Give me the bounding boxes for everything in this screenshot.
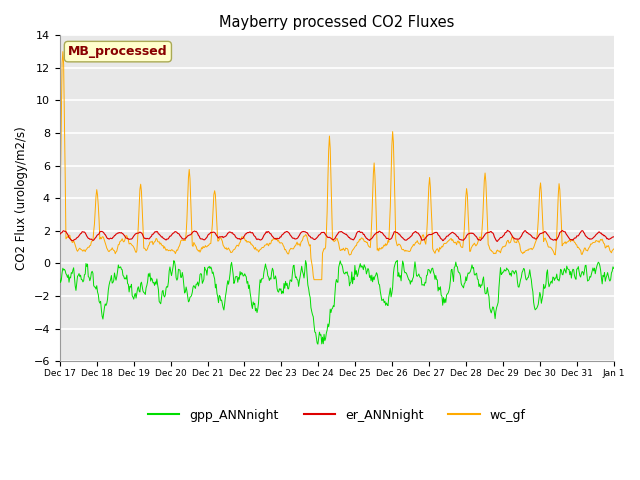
er_ANNnight [404,236,412,241]
gpp_ANNnight [123,272,131,278]
Line: er_ANNnight: er_ANNnight [60,230,614,241]
gpp_ANNnight [56,276,63,281]
wc_gf [310,277,318,283]
gpp_ANNnight [179,274,187,280]
gpp_ANNnight [610,265,618,271]
gpp_ANNnight [314,341,322,347]
wc_gf [406,249,413,254]
Line: gpp_ANNnight: gpp_ANNnight [60,261,614,344]
er_ANNnight [123,235,131,241]
wc_gf [180,238,188,243]
er_ANNnight [209,229,216,235]
wc_gf [67,237,74,242]
gpp_ANNnight [422,280,429,286]
Text: MB_processed: MB_processed [68,45,168,58]
er_ANNnight [179,236,187,242]
er_ANNnight [66,236,74,241]
er_ANNnight [610,234,618,240]
er_ANNnight [56,231,63,237]
wc_gf [56,211,63,216]
wc_gf [124,235,131,241]
wc_gf [209,206,217,212]
Legend: gpp_ANNnight, er_ANNnight, wc_gf: gpp_ANNnight, er_ANNnight, wc_gf [143,404,531,427]
er_ANNnight [504,228,511,233]
wc_gf [422,241,429,247]
Y-axis label: CO2 Flux (urology/m2/s): CO2 Flux (urology/m2/s) [15,126,28,270]
gpp_ANNnight [66,274,74,280]
Line: wc_gf: wc_gf [60,52,614,280]
er_ANNnight [493,239,501,244]
er_ANNnight [420,237,428,243]
gpp_ANNnight [406,277,413,283]
gpp_ANNnight [209,271,216,276]
gpp_ANNnight [394,258,401,264]
wc_gf [610,246,618,252]
wc_gf [59,49,67,55]
Title: Mayberry processed CO2 Fluxes: Mayberry processed CO2 Fluxes [219,15,454,30]
